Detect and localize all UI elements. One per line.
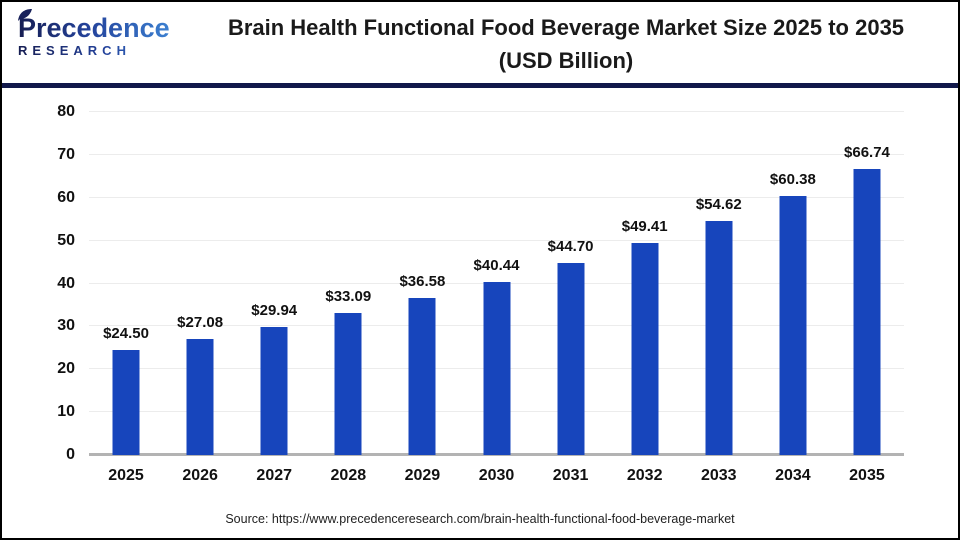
bar bbox=[334, 313, 362, 455]
brand-name: Precedence bbox=[18, 14, 178, 43]
chart-title-line2: (USD Billion) bbox=[498, 48, 634, 73]
bar-value-label: $60.38 bbox=[769, 171, 816, 189]
gridline bbox=[89, 153, 904, 155]
bar-value-label: $36.58 bbox=[399, 273, 446, 291]
bar bbox=[186, 338, 214, 455]
bar bbox=[631, 243, 659, 455]
bar-value-label: $33.09 bbox=[325, 288, 372, 306]
x-tick-label: 2025 bbox=[108, 467, 144, 484]
chart-title-line1: Brain Health Functional Food Beverage Ma… bbox=[227, 15, 905, 40]
chart-title: Brain Health Functional Food Beverage Ma… bbox=[180, 11, 952, 77]
brand-subtitle: RESEARCH bbox=[18, 43, 178, 58]
bar bbox=[705, 220, 733, 455]
bar-value-label: $27.08 bbox=[177, 313, 224, 331]
y-tick-label: 20 bbox=[57, 360, 75, 378]
bar bbox=[483, 281, 510, 455]
x-tick-label: 2028 bbox=[330, 467, 367, 484]
y-tick-label: 70 bbox=[57, 145, 75, 163]
y-tick-label: 80 bbox=[57, 103, 75, 120]
x-tick-label: 2031 bbox=[552, 467, 589, 484]
gridline bbox=[89, 239, 904, 241]
y-tick-label: 0 bbox=[66, 446, 75, 463]
source-text: Source: https://www.precedenceresearch.c… bbox=[225, 512, 735, 526]
plot-area: 0 10 20 30 40 50 60 70 80 $24.50 2025 $27.08 2026 $29… bbox=[57, 104, 904, 484]
x-tick-label: 2029 bbox=[404, 467, 441, 484]
brand-logo: Precedence RESEARCH bbox=[18, 9, 178, 58]
bar bbox=[853, 168, 881, 455]
bar-value-label: $49.41 bbox=[621, 218, 668, 236]
gridline bbox=[89, 111, 904, 112]
y-tick-label: 50 bbox=[57, 231, 75, 249]
y-tick-label: 30 bbox=[57, 317, 75, 335]
y-tick-label: 10 bbox=[57, 403, 75, 421]
bar bbox=[408, 298, 436, 455]
bar-value-label: $44.70 bbox=[547, 238, 594, 256]
bar-value-label: $29.94 bbox=[251, 301, 298, 319]
bar bbox=[557, 263, 585, 455]
x-tick-label: 2033 bbox=[700, 467, 737, 484]
bar-value-label: $66.74 bbox=[844, 143, 890, 161]
bar bbox=[260, 326, 288, 455]
x-tick-label: 2027 bbox=[256, 467, 293, 484]
x-tick-label: 2035 bbox=[849, 467, 885, 484]
bar-value-label: $24.50 bbox=[103, 324, 149, 342]
bar bbox=[112, 349, 140, 455]
leaf-icon bbox=[18, 9, 32, 21]
bar bbox=[779, 196, 807, 455]
x-tick-label: 2026 bbox=[182, 467, 218, 484]
x-tick-label: 2030 bbox=[478, 467, 515, 484]
bar-value-label: $40.44 bbox=[473, 256, 520, 274]
x-tick-label: 2032 bbox=[626, 467, 663, 484]
y-tick-label: 40 bbox=[57, 274, 75, 292]
x-tick-label: 2034 bbox=[775, 467, 811, 484]
y-tick-label: 60 bbox=[57, 188, 75, 206]
gridline bbox=[89, 196, 904, 198]
bar-value-label: $54.62 bbox=[695, 195, 742, 213]
header-divider bbox=[2, 83, 958, 88]
